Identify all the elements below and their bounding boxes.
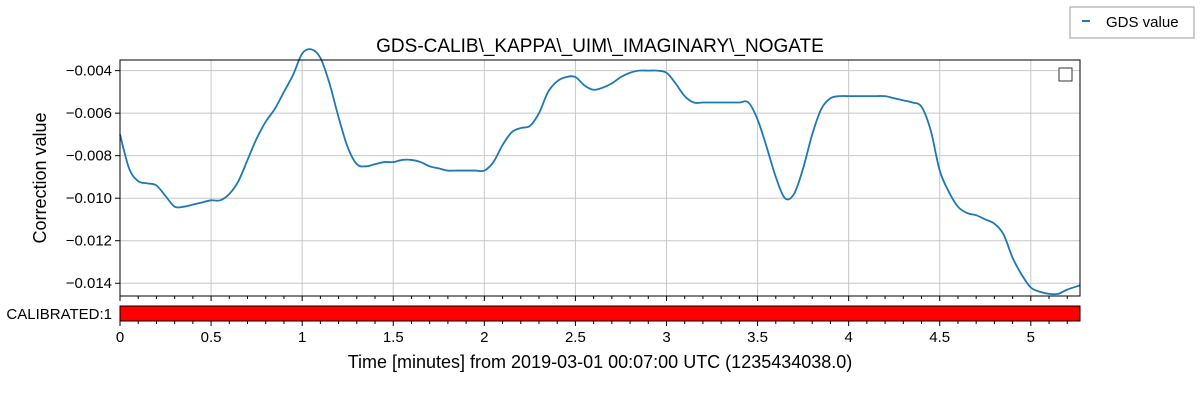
y-axis: −0.004 −0.006 −0.008 −0.010 −0.012 −0.014 bbox=[66, 63, 120, 292]
x-tick-label: 2.5 bbox=[565, 329, 586, 346]
state-bar bbox=[119, 305, 1081, 322]
x-tick-label: 5 bbox=[1027, 329, 1035, 346]
y-tick-label: −0.006 bbox=[66, 105, 112, 122]
x-tick-label: 1.5 bbox=[383, 329, 404, 346]
y-axis-label: Correction value bbox=[30, 112, 50, 243]
plot-frame bbox=[119, 59, 1081, 297]
legend: GDS value bbox=[1069, 6, 1195, 39]
legend-label: GDS value bbox=[1106, 14, 1179, 31]
state-bar-label: CALIBRATED:1 bbox=[6, 306, 112, 323]
y-tick-label: −0.010 bbox=[66, 190, 112, 207]
x-tick-label: 3.5 bbox=[747, 329, 768, 346]
y-tick-label: −0.012 bbox=[66, 233, 112, 250]
x-axis: 0 0.5 1 1.5 2 2.5 3 3.5 4 4.5 5 bbox=[116, 321, 1035, 346]
x-tick-label: 1 bbox=[298, 329, 306, 346]
empty-legend-marker bbox=[1058, 67, 1073, 82]
chart-title: GDS-CALIB\_KAPPA\_UIM\_IMAGINARY\_NOGATE bbox=[376, 36, 824, 57]
y-tick-label: −0.004 bbox=[66, 63, 112, 80]
minor-ticks bbox=[119, 296, 1068, 324]
x-tick-label: 0.5 bbox=[201, 329, 222, 346]
legend-box bbox=[1069, 6, 1195, 39]
series-line-gds-value bbox=[119, 48, 1081, 296]
x-tick-label: 2 bbox=[480, 329, 488, 346]
x-tick-label: 4 bbox=[844, 329, 852, 346]
x-axis-label: Time [minutes] from 2019-03-01 00:07:00 … bbox=[348, 352, 853, 372]
x-tick-label: 4.5 bbox=[929, 329, 950, 346]
grid bbox=[119, 60, 1080, 296]
x-tick-label: 0 bbox=[116, 329, 124, 346]
state-bar-segment bbox=[120, 306, 1080, 321]
y-tick-label: −0.014 bbox=[66, 275, 112, 292]
x-tick-label: 3 bbox=[662, 329, 670, 346]
y-tick-label: −0.008 bbox=[66, 148, 112, 165]
state-bar-frame bbox=[119, 305, 1081, 322]
series-layer bbox=[119, 48, 1081, 296]
